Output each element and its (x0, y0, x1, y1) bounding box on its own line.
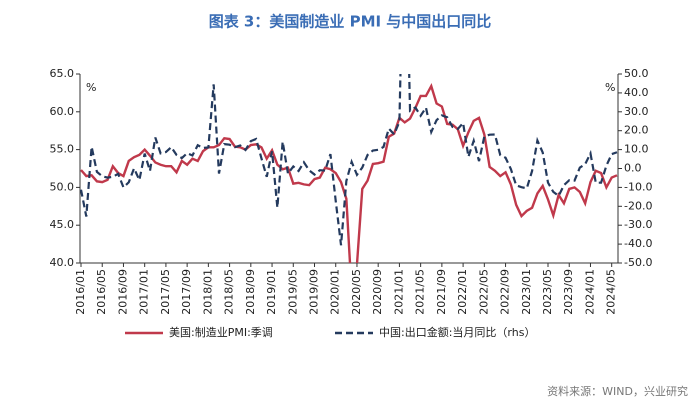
x-tick-label: 2019/01 (265, 269, 278, 315)
y-tick-label: 55.0 (50, 143, 75, 156)
x-tick-label: 2024/05 (605, 269, 618, 315)
x-tick-label: 2019/05 (286, 269, 299, 315)
y-tick-label: 50.0 (50, 180, 75, 193)
y-axis-unit: % (86, 81, 96, 94)
x-tick-label: 2017/05 (159, 269, 172, 315)
x-tick-label: 2023/01 (520, 269, 533, 315)
x-tick-label: 2017/01 (138, 269, 151, 315)
y-tick-label: 40.0 (50, 256, 75, 269)
y-tick-label: 60.0 (50, 105, 75, 118)
y2-tick-label: 40.0 (624, 86, 649, 99)
y2-tick-label: 30.0 (624, 105, 649, 118)
x-tick-label: 2019/09 (308, 269, 321, 315)
y2-tick-label: 0.0 (624, 162, 642, 175)
x-tick-label: 2016/09 (116, 269, 129, 315)
x-tick-label: 2018/01 (201, 269, 214, 315)
y2-tick-label: -40.0 (624, 237, 652, 250)
x-tick-label: 2024/01 (583, 269, 596, 315)
plot-area (80, 74, 618, 263)
x-tick-label: 2023/09 (562, 269, 575, 315)
x-tick-label: 2021/05 (414, 269, 427, 315)
y2-tick-label: 20.0 (624, 124, 649, 137)
y2-tick-label: 10.0 (624, 143, 649, 156)
x-tick-label: 2020/05 (350, 269, 363, 315)
source-note: 资料来源：WIND，兴业研究 (547, 384, 688, 398)
y2-tick-label: -20.0 (624, 199, 652, 212)
x-tick-label: 2020/09 (371, 269, 384, 315)
x-tick-label: 2016/01 (74, 269, 87, 315)
y2-tick-label: -10.0 (624, 180, 652, 193)
y-tick-label: 65.0 (50, 67, 75, 80)
legend-label: 美国:制造业PMI:季调 (169, 325, 273, 339)
y2-axis-unit: % (605, 81, 615, 94)
x-tick-label: 2022/05 (477, 269, 490, 315)
x-tick-label: 2020/01 (329, 269, 342, 315)
chart-title: 图表 3：美国制造业 PMI 与中国出口同比 (209, 13, 492, 31)
series-line (80, 74, 618, 246)
x-tick-label: 2021/09 (435, 269, 448, 315)
legend-label: 中国:出口金额:当月同比（rhs） (379, 325, 535, 339)
x-tick-label: 2022/01 (456, 269, 469, 315)
y2-tick-label: 50.0 (624, 67, 649, 80)
x-tick-label: 2021/01 (392, 269, 405, 315)
series-line (80, 83, 618, 263)
x-tick-label: 2018/09 (244, 269, 257, 315)
y2-tick-label: -50.0 (624, 256, 652, 269)
y2-tick-label: -30.0 (624, 218, 652, 231)
x-tick-label: 2023/05 (541, 269, 554, 315)
x-tick-label: 2016/05 (95, 269, 108, 315)
x-tick-label: 2018/05 (223, 269, 236, 315)
y-tick-label: 45.0 (50, 218, 75, 231)
x-tick-label: 2022/09 (499, 269, 512, 315)
x-tick-label: 2017/09 (180, 269, 193, 315)
